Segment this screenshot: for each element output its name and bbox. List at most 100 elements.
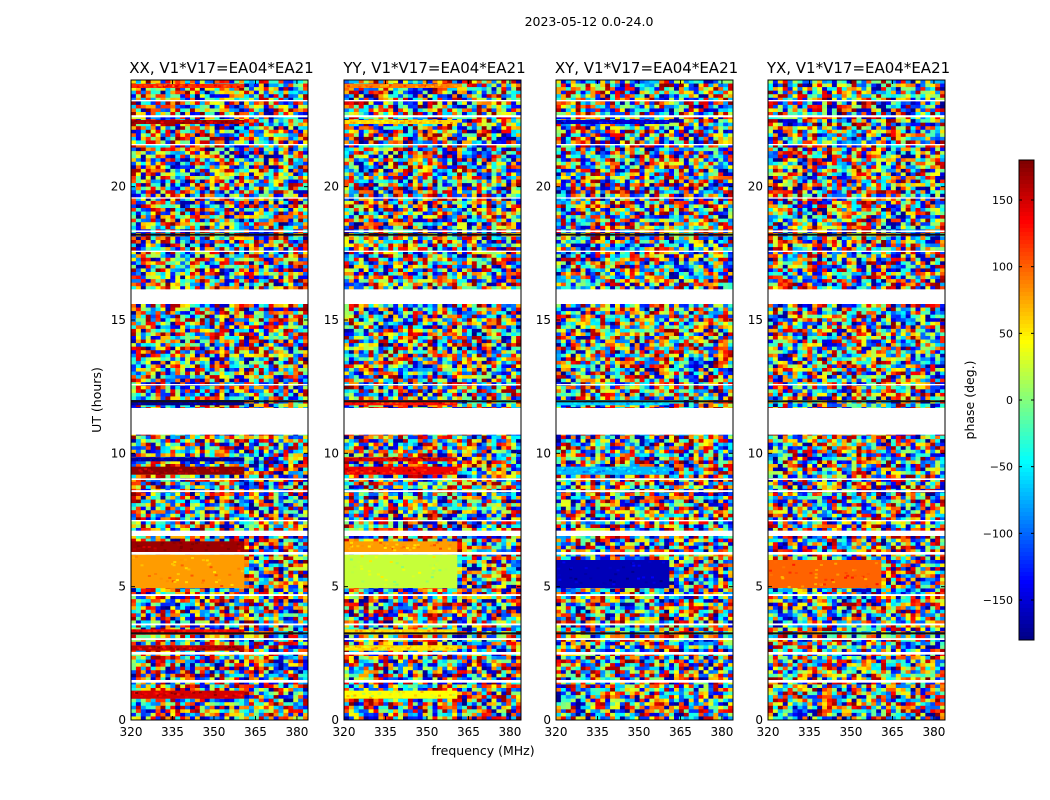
heatmap-cell — [274, 101, 279, 105]
heatmap-cell — [175, 183, 180, 187]
heatmap-cell — [156, 308, 161, 312]
heatmap-cell — [170, 215, 175, 219]
heatmap-cell — [229, 308, 234, 312]
heatmap-cell — [190, 492, 195, 496]
heatmap-cell — [224, 446, 229, 450]
heatmap-cell — [234, 215, 239, 219]
heatmap-cell — [146, 240, 151, 244]
heatmap-cell — [283, 258, 288, 262]
heatmap-cell — [274, 340, 279, 344]
heatmap-cell — [239, 347, 244, 351]
heatmap-cell — [200, 354, 205, 358]
heatmap-cell — [141, 172, 146, 176]
heatmap-cell — [298, 460, 303, 464]
heatmap-cell — [170, 155, 175, 159]
heatmap-cell — [293, 457, 298, 461]
heatmap-cell — [175, 226, 180, 230]
heatmap-cell — [170, 322, 175, 326]
heatmap-cell — [195, 187, 200, 191]
heatmap-cell — [131, 375, 136, 379]
heatmap-cell — [200, 187, 205, 191]
heatmap-cell — [298, 457, 303, 461]
heatmap-cell — [210, 276, 215, 280]
heatmap-cell — [298, 279, 303, 283]
heatmap-cell — [254, 361, 259, 365]
heatmap-cell — [151, 304, 156, 308]
heatmap-cell — [141, 446, 146, 450]
heatmap-cell — [131, 226, 136, 230]
heatmap-cell — [170, 268, 175, 272]
heatmap-cell — [224, 304, 229, 308]
heatmap-cell — [269, 567, 274, 571]
heatmap-cell — [141, 204, 146, 208]
heatmap-cell — [136, 439, 141, 443]
heatmap-cell — [170, 194, 175, 198]
heatmap-cell — [244, 304, 249, 308]
heatmap-cell — [185, 443, 190, 447]
heatmap-cell — [200, 108, 205, 112]
heatmap-cell — [210, 485, 215, 489]
heatmap-cell — [293, 396, 298, 400]
heatmap-cell — [254, 386, 259, 390]
heatmap-cell — [190, 332, 195, 336]
heatmap-cell — [259, 244, 264, 248]
heatmap-cell — [200, 372, 205, 376]
heatmap-cell — [259, 204, 264, 208]
heatmap-cell — [283, 126, 288, 130]
heatmap-cell — [244, 546, 249, 550]
heatmap-cell — [141, 492, 146, 496]
heatmap-cell — [165, 354, 170, 358]
heatmap-cell — [210, 169, 215, 173]
heatmap-cell — [283, 368, 288, 372]
heatmap-cell — [259, 446, 264, 450]
heatmap-cell — [279, 393, 284, 397]
heatmap-cell — [279, 482, 284, 486]
heatmap-cell — [175, 496, 180, 500]
heatmap-cell — [185, 148, 190, 152]
heatmap-cell — [195, 91, 200, 95]
heatmap-cell — [234, 347, 239, 351]
heatmap-cell — [146, 361, 151, 365]
heatmap-cell — [220, 514, 225, 518]
heatmap-cell — [244, 130, 249, 134]
heatmap-cell — [269, 336, 274, 340]
heatmap-cell — [170, 190, 175, 194]
heatmap-cell — [283, 140, 288, 144]
heatmap-cell — [215, 496, 220, 500]
heatmap-cell — [279, 471, 284, 475]
heatmap-cell — [151, 521, 156, 525]
heatmap-cell — [234, 261, 239, 265]
heatmap-cell — [229, 162, 234, 166]
heatmap-cell — [274, 87, 279, 91]
heatmap-cell — [141, 183, 146, 187]
heatmap-cell — [185, 500, 190, 504]
heatmap-cell — [234, 443, 239, 447]
heatmap-cell — [288, 162, 293, 166]
heatmap-cell — [185, 180, 190, 184]
heatmap-cell — [136, 140, 141, 144]
heatmap-cell — [239, 354, 244, 358]
heatmap-cell — [180, 137, 185, 141]
heatmap-cell — [234, 361, 239, 365]
heatmap-cell — [151, 318, 156, 322]
heatmap-cell — [249, 542, 254, 546]
heatmap-cell — [195, 222, 200, 226]
heatmap-cell — [205, 101, 210, 105]
heatmap-cell — [210, 254, 215, 258]
heatmap-cell — [165, 524, 170, 528]
heatmap-cell — [288, 240, 293, 244]
heatmap-cell — [156, 283, 161, 287]
heatmap-cell — [279, 372, 284, 376]
heatmap-cell — [146, 148, 151, 152]
heatmap-cell — [283, 393, 288, 397]
heatmap-cell — [215, 503, 220, 507]
heatmap-cell — [259, 172, 264, 176]
heatmap-cell — [136, 492, 141, 496]
heatmap-cell — [195, 485, 200, 489]
heatmap-cell — [180, 510, 185, 514]
heatmap-cell — [279, 332, 284, 336]
heatmap-cell — [259, 347, 264, 351]
heatmap-cell — [259, 94, 264, 98]
heatmap-cell — [244, 521, 249, 525]
heatmap-cell — [249, 190, 254, 194]
